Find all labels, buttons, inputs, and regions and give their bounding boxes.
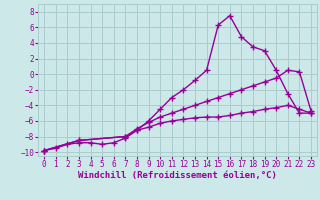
X-axis label: Windchill (Refroidissement éolien,°C): Windchill (Refroidissement éolien,°C) bbox=[78, 171, 277, 180]
